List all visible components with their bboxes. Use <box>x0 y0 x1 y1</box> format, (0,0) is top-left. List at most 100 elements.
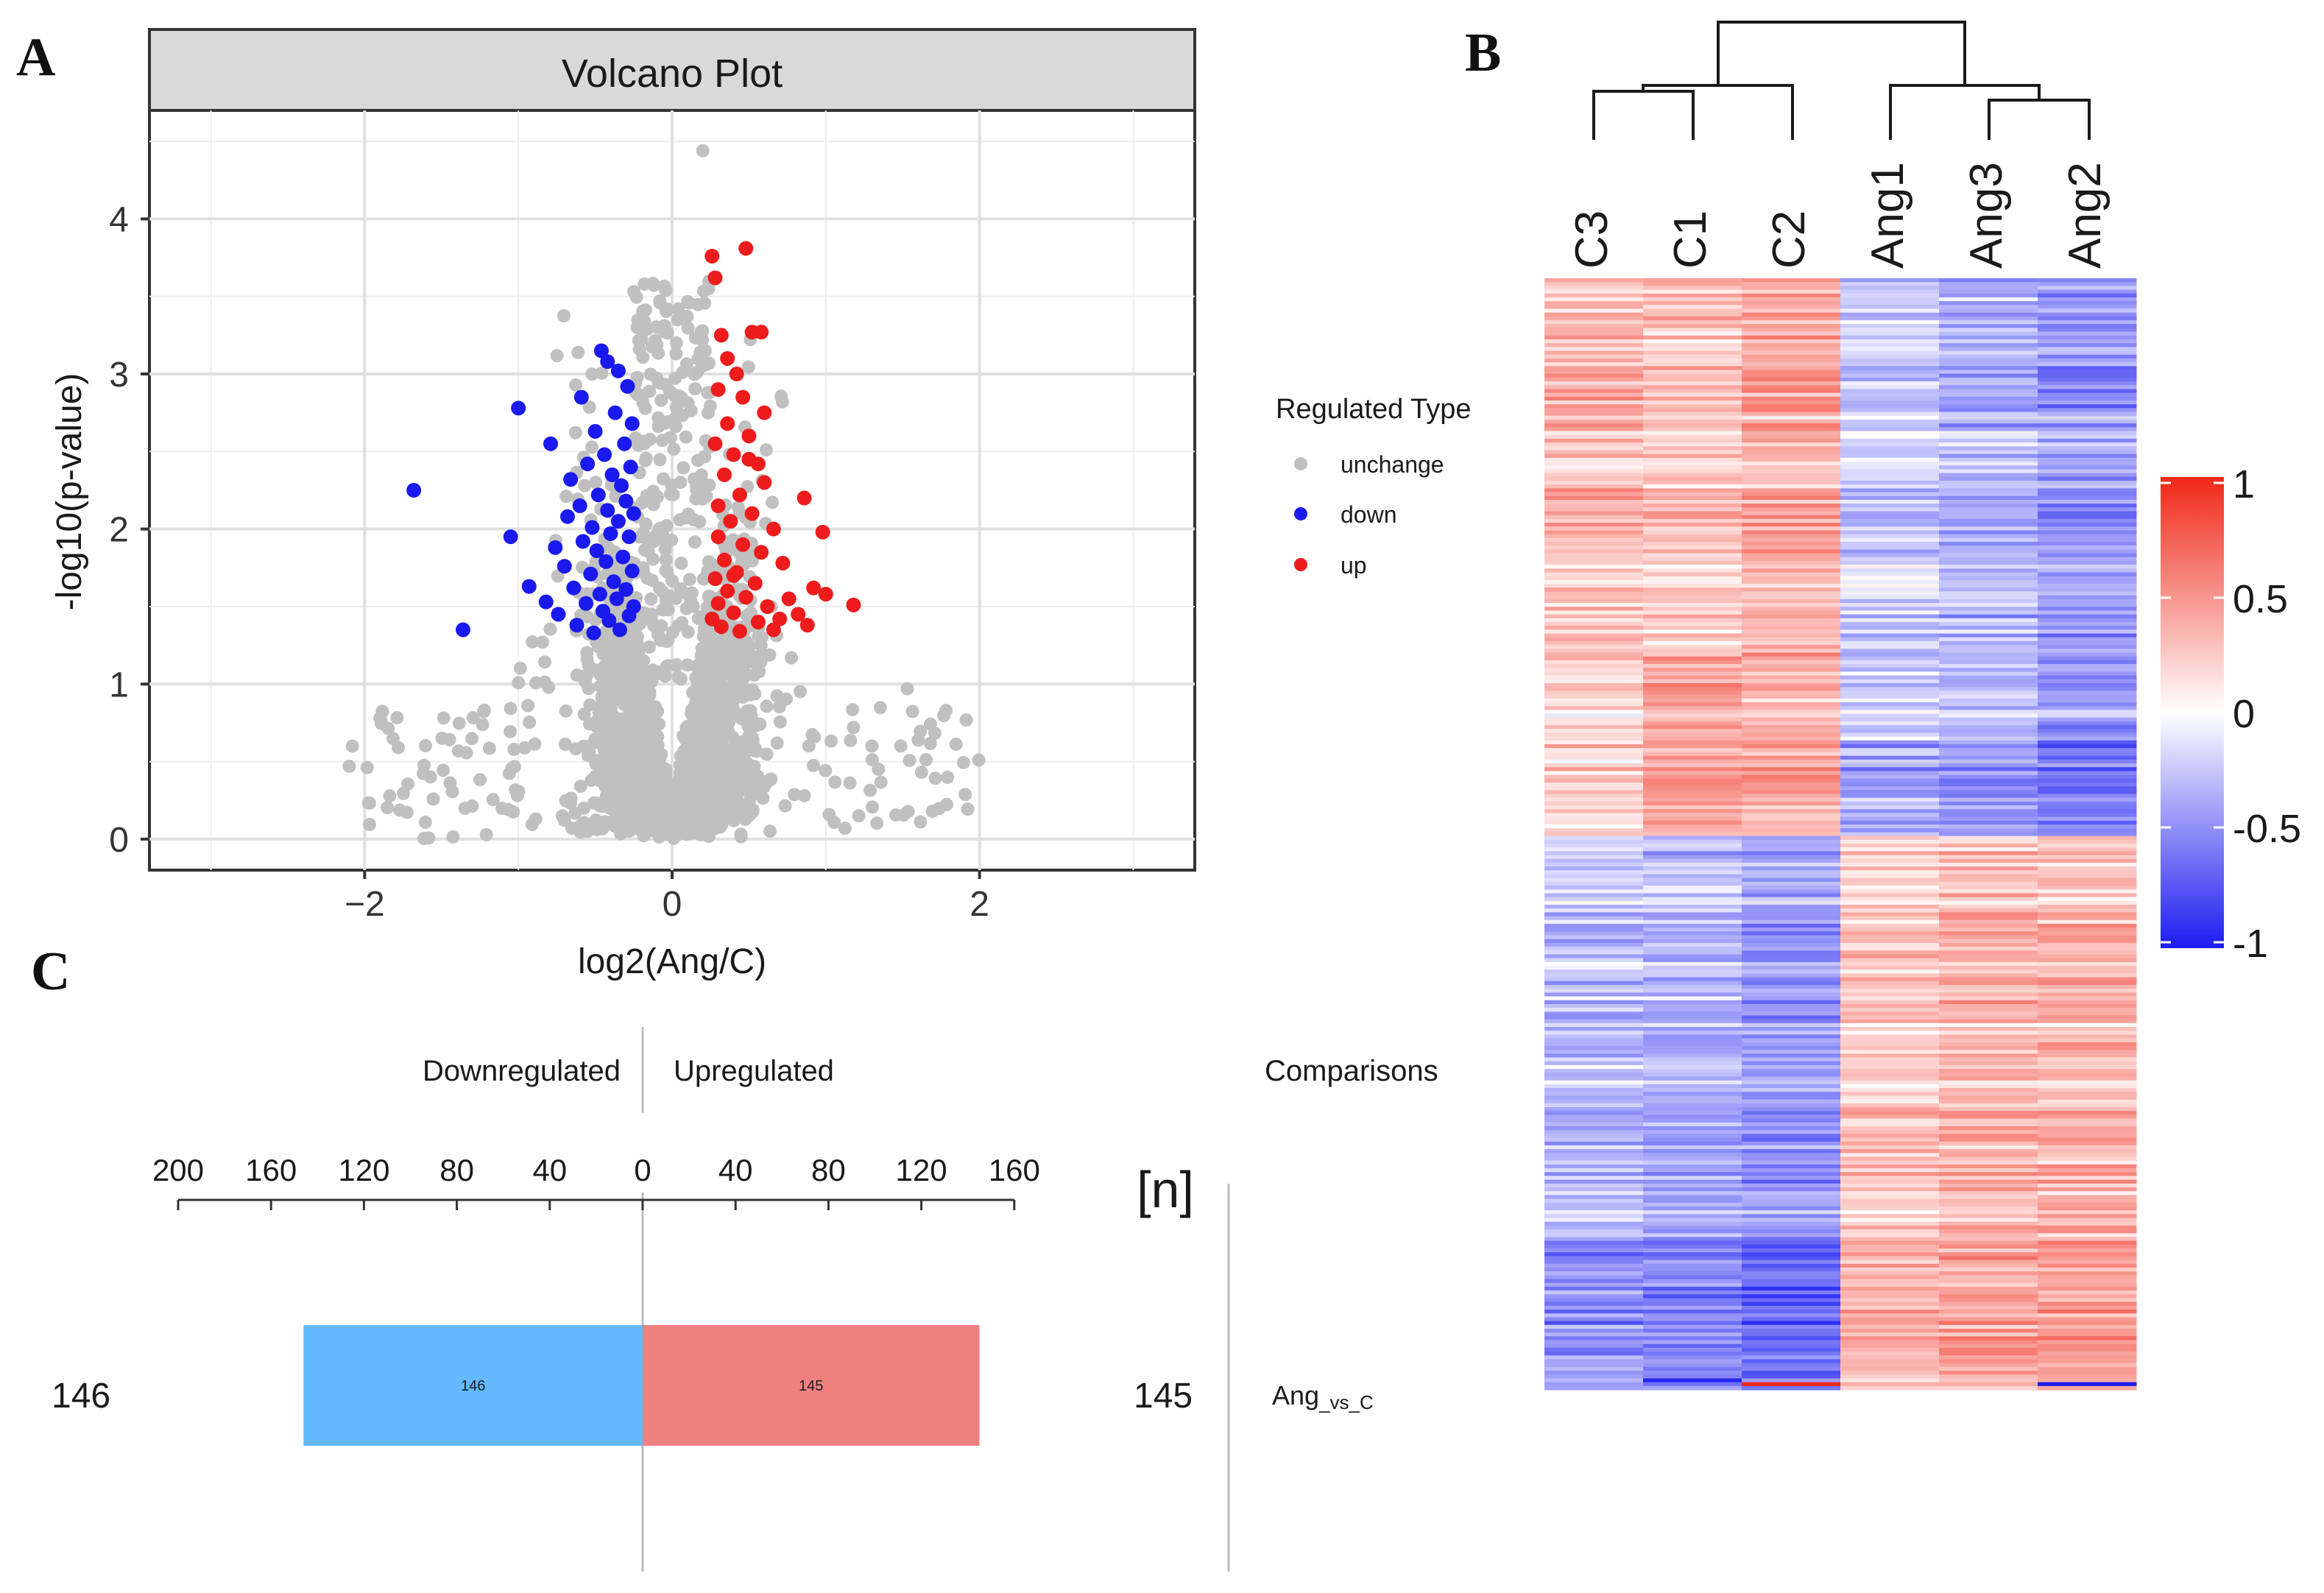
volcano-point-unchange <box>679 805 693 819</box>
heatmap-cell <box>1544 725 1644 730</box>
heatmap-cell <box>1939 358 2038 363</box>
volcano-point-unchange <box>656 808 670 822</box>
volcano-point-unchange <box>657 807 671 821</box>
heatmap-cell <box>1840 1022 1940 1028</box>
heatmap-cell <box>1939 1321 2038 1326</box>
heatmap-cell <box>2038 633 2137 638</box>
volcano-point-unchange <box>928 727 942 741</box>
volcano-point-unchange <box>691 725 705 739</box>
heatmap-cell <box>2038 961 2137 967</box>
volcano-point-unchange <box>690 699 704 713</box>
volcano-point-unchange <box>613 654 627 668</box>
volcano-point-unchange <box>866 800 880 814</box>
heatmap-cell <box>1840 984 1940 989</box>
volcano-point-unchange <box>658 784 672 798</box>
volcano-point-unchange <box>696 769 710 783</box>
heatmap-cell <box>1742 1282 1841 1288</box>
heatmap-cell <box>1643 1183 1742 1188</box>
volcano-point-unchange <box>713 771 727 785</box>
volcano-point-unchange <box>657 804 671 818</box>
volcano-point-unchange <box>629 783 643 796</box>
volcano-point-unchange <box>665 533 679 547</box>
heatmap-cell <box>1742 603 1841 607</box>
heatmap-cell <box>1742 504 1841 508</box>
volcano-point-unchange <box>689 752 703 766</box>
volcano-point-unchange <box>629 814 643 828</box>
volcano-point-unchange <box>737 532 751 546</box>
volcano-point-up <box>710 498 726 514</box>
volcano-point-unchange <box>666 809 680 823</box>
volcano-point-unchange <box>753 717 767 731</box>
heatmap-cell <box>1840 690 1940 696</box>
volcano-point-unchange <box>677 769 691 783</box>
heatmap-cell <box>1939 656 2038 661</box>
heatmap-cell <box>1643 278 1742 283</box>
heatmap-cell <box>1544 308 1644 314</box>
heatmap-cell <box>2038 1145 2137 1150</box>
heatmap-cell <box>1742 462 1841 466</box>
volcano-point-unchange <box>636 671 650 685</box>
volcano-point-unchange <box>506 805 520 819</box>
heatmap-cell <box>1939 534 2038 539</box>
heatmap-cell <box>1939 748 2038 753</box>
heatmap-cell <box>1840 523 1940 527</box>
volcano-point-unchange <box>654 800 668 814</box>
heatmap-cell <box>1643 297 1742 302</box>
volcano-point-unchange <box>630 778 644 792</box>
heatmap-cell <box>1840 1267 1940 1272</box>
volcano-point-unchange <box>626 728 640 742</box>
volcano-point-unchange <box>679 797 693 811</box>
volcano-point-up <box>717 467 732 482</box>
heatmap-cell <box>2038 1103 2137 1108</box>
volcano-point-unchange <box>733 547 747 561</box>
heatmap-cell <box>1939 1290 2038 1295</box>
volcano-point-unchange <box>655 801 669 815</box>
volcano-point-unchange <box>903 753 916 767</box>
volcano-point-unchange <box>595 691 609 705</box>
heatmap-cell <box>1742 1053 1841 1059</box>
volcano-point-unchange <box>685 760 699 774</box>
heatmap-cell <box>1939 1248 2038 1253</box>
heatmap-cell <box>1544 446 1644 451</box>
volcano-point-unchange <box>716 587 730 601</box>
heatmap-cell <box>2038 518 2137 523</box>
volcano-point-unchange <box>696 758 710 772</box>
volcano-point-unchange <box>632 466 646 480</box>
volcano-point-unchange <box>693 673 707 687</box>
volcano-point-unchange <box>682 743 696 757</box>
heatmap-cell <box>1544 801 1644 806</box>
volcano-point-unchange <box>663 816 677 830</box>
heatmap-cell <box>1544 1191 1644 1195</box>
heatmap-cell <box>2038 297 2137 302</box>
volcano-point-unchange <box>702 771 716 785</box>
volcano-point-unchange <box>646 785 660 799</box>
volcano-point-unchange <box>635 805 649 819</box>
volcano-point-unchange <box>637 802 651 816</box>
volcano-point-unchange <box>703 619 717 633</box>
volcano-point-unchange <box>759 517 773 531</box>
volcano-point-unchange <box>673 766 687 780</box>
volcano-point-unchange <box>675 776 689 790</box>
volcano-point-unchange <box>640 727 654 741</box>
heatmap-cell <box>1840 1237 1940 1242</box>
volcano-point-unchange <box>637 802 651 816</box>
legend-title: Regulated Type <box>1276 394 1472 425</box>
volcano-point-unchange <box>679 511 693 525</box>
heatmap-cell <box>1840 790 1940 795</box>
heatmap-cell <box>1742 1034 1841 1039</box>
volcano-point-unchange <box>716 716 730 730</box>
volcano-point-down <box>624 416 640 431</box>
heatmap-cell <box>1742 1008 1841 1012</box>
volcano-point-unchange <box>660 809 674 823</box>
volcano-point-unchange <box>694 746 708 760</box>
volcano-point-unchange <box>723 785 737 799</box>
heatmap-cell <box>2038 1282 2137 1288</box>
volcano-point-unchange <box>702 688 716 702</box>
volcano-point-unchange <box>660 799 674 813</box>
volcano-point-unchange <box>649 821 663 835</box>
volcano-point-unchange <box>693 749 707 763</box>
volcano-point-unchange <box>657 794 671 808</box>
volcano-point-unchange <box>675 783 689 796</box>
heatmap-cell <box>1643 587 1742 593</box>
volcano-point-down <box>543 436 559 451</box>
